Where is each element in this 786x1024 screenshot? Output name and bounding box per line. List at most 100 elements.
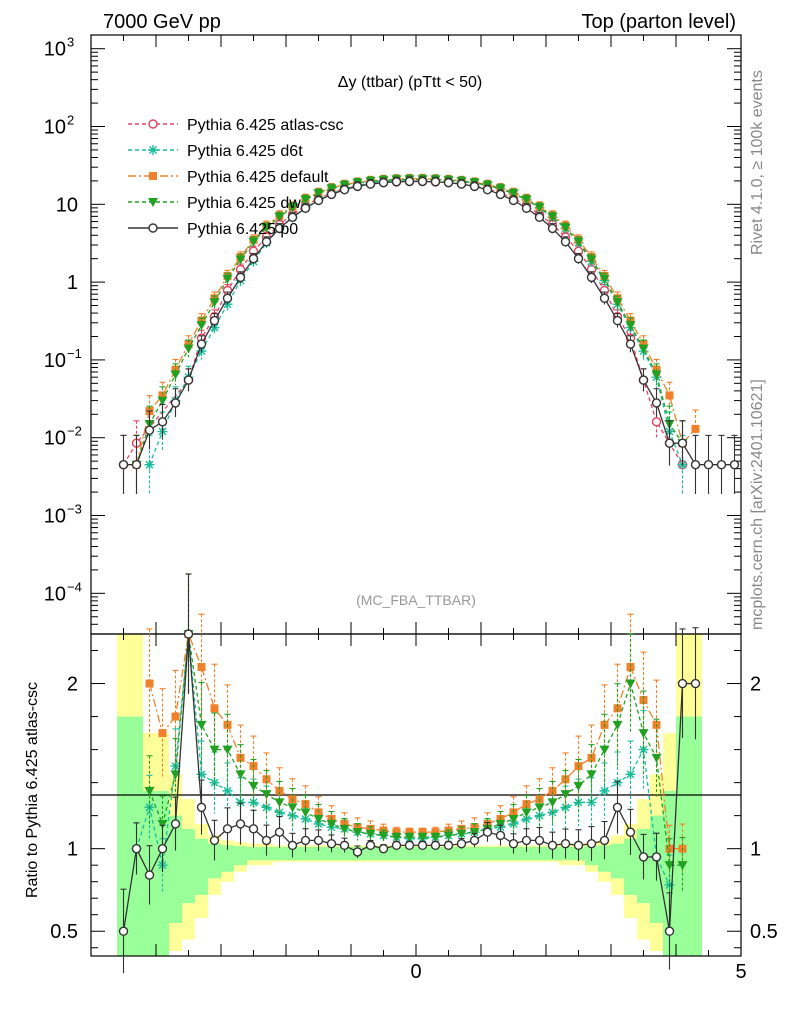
ratio-band-green: [156, 790, 169, 956]
data-point: [274, 212, 285, 222]
y-tick-exponent: 2: [67, 113, 74, 128]
legend-label: Pythia 6.425 atlas-csc: [187, 117, 344, 134]
data-point: [222, 745, 233, 755]
data-point: [262, 775, 271, 784]
data-point: [417, 176, 428, 187]
data-point: [391, 177, 402, 187]
data-point: [573, 253, 584, 264]
data-point: [612, 298, 623, 308]
data-point: [209, 298, 220, 308]
data-point: [404, 840, 415, 851]
legend-marker: [148, 145, 158, 155]
data-point: [184, 340, 193, 349]
y-tick-label: 10: [44, 506, 66, 528]
y-tick-label: 10: [44, 583, 66, 605]
data-point: [183, 344, 194, 354]
data-point: [560, 237, 571, 247]
data-point: [313, 195, 324, 206]
data-point: [158, 391, 167, 400]
legend: Pythia 6.425 atlas-csc Pythia 6.425 d6t Py…: [128, 117, 344, 238]
data-point: [548, 786, 557, 795]
data-point: [495, 819, 506, 829]
data-point: [287, 840, 298, 851]
data-point: [222, 293, 233, 303]
data-point: [352, 828, 363, 838]
y-tick-exponent: −1: [67, 346, 82, 361]
data-point: [690, 459, 701, 470]
data-point: [261, 237, 272, 247]
data-point: [313, 835, 324, 846]
data-point: [638, 344, 649, 354]
data-point: [313, 814, 324, 824]
ratio-axis-ticks: 0 50.5 0.51 12 2: [50, 634, 778, 983]
data-point: [417, 840, 428, 851]
data-point: [222, 824, 233, 834]
data-point: [638, 375, 649, 385]
data-point: [300, 195, 311, 205]
data-point: [365, 840, 376, 851]
data-point: [586, 272, 597, 283]
data-point: [586, 255, 597, 265]
data-point: [638, 852, 649, 862]
ratio-band-green: [169, 815, 182, 923]
data-point: [443, 840, 454, 851]
data-point: [560, 839, 571, 849]
y-tick-exponent: 3: [67, 35, 74, 50]
ratio-y-label: Ratio to Pythia 6.425 atlas-csc: [24, 682, 41, 898]
data-point: [183, 629, 194, 639]
ratio-y-tick-label-right: 0.5: [750, 921, 778, 943]
data-point: [209, 835, 220, 846]
data-point: [599, 785, 610, 796]
data-point: [639, 340, 648, 349]
data-point: [469, 835, 480, 846]
data-point: [664, 861, 675, 871]
data-point: [495, 184, 506, 194]
data-point: [378, 843, 389, 854]
data-point: [521, 813, 532, 824]
data-point: [456, 179, 467, 189]
data-point: [482, 185, 493, 195]
ratio-band-green: [611, 843, 624, 879]
data-point: [625, 827, 636, 837]
data-point: [613, 704, 622, 713]
data-point: [586, 770, 597, 780]
y-tick-exponent: −4: [67, 579, 82, 594]
data-point: [677, 438, 688, 448]
data-point: [339, 185, 350, 195]
data-point: [443, 177, 454, 188]
ratio-band-green: [234, 846, 247, 866]
data-point: [300, 835, 311, 846]
data-point: [170, 398, 181, 408]
header-right: Top (parton level): [581, 11, 736, 33]
data-point: [638, 744, 649, 755]
data-point: [612, 720, 623, 730]
data-point: [430, 840, 441, 851]
legend-marker: [149, 172, 157, 180]
ratio-band-green: [689, 716, 702, 956]
y-tick-label: 10: [44, 428, 66, 450]
series-line: [148, 631, 683, 850]
data-point: [586, 839, 597, 849]
data-point: [599, 274, 610, 284]
data-point: [235, 819, 246, 829]
data-point: [144, 786, 155, 796]
y-tick-label: 10: [56, 194, 78, 216]
data-point: [300, 813, 311, 824]
series-pythia-6-425-p0: [118, 573, 701, 974]
data-point: [522, 800, 531, 809]
data-point: [326, 819, 337, 829]
data-point: [430, 177, 441, 187]
series-pythia-6-425-dw: [144, 573, 688, 893]
data-point: [625, 321, 636, 331]
data-point: [157, 843, 168, 854]
data-point: [534, 835, 545, 846]
data-point: [651, 852, 662, 862]
data-point: [404, 833, 415, 843]
data-point: [196, 321, 207, 331]
data-point: [248, 781, 259, 791]
data-point: [534, 212, 545, 223]
data-point: [287, 203, 298, 213]
data-point: [301, 800, 310, 809]
data-point: [625, 679, 636, 689]
